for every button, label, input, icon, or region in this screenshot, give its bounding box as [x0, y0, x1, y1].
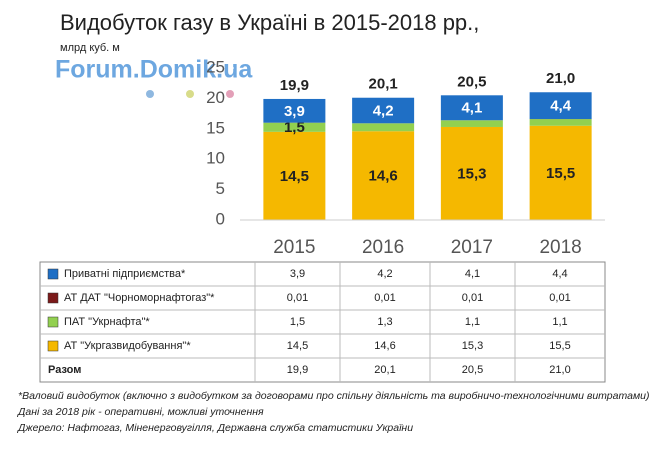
table-cell: 3,9 — [290, 268, 305, 280]
data-label: 15,3 — [457, 165, 486, 182]
table-cell: 15,5 — [549, 340, 570, 352]
chart-subtitle: млрд куб. м — [60, 42, 120, 54]
table-cell: 20,5 — [462, 364, 483, 376]
footnote: *Валовий видобуток (включно з видобутком… — [18, 390, 649, 402]
table-cell: 14,6 — [374, 340, 395, 352]
total-label: 21,0 — [546, 70, 575, 87]
table-cell: 19,9 — [287, 364, 308, 376]
bar-segment — [441, 120, 503, 127]
x-tick-label: 2015 — [273, 237, 315, 258]
table-cell: 0,01 — [287, 292, 308, 304]
x-tick-label: 2018 — [539, 237, 581, 258]
table-cell: 1,3 — [377, 316, 392, 328]
data-label: 4,1 — [461, 100, 482, 117]
legend-label: Приватні підприємства* — [64, 268, 186, 280]
table-cell: 0,01 — [549, 292, 570, 304]
table-total-label: Разом — [48, 364, 81, 376]
total-label: 19,9 — [280, 77, 309, 94]
total-label: 20,5 — [457, 73, 486, 90]
data-label: 14,5 — [280, 168, 309, 185]
bar-segment — [352, 123, 414, 131]
legend-swatch — [48, 293, 58, 303]
table-cell: 15,3 — [462, 340, 483, 352]
table-cell: 4,4 — [552, 268, 567, 280]
chart-title: Видобуток газу в Україні в 2015-2018 рр.… — [60, 10, 479, 35]
y-tick-label: 10 — [206, 149, 225, 168]
footnote: Джерело: Нафтогаз, Міненерговугілля, Дер… — [17, 422, 413, 434]
y-tick-label: 5 — [216, 179, 225, 198]
table-cell: 20,1 — [374, 364, 395, 376]
decor-dot — [226, 90, 234, 98]
table-cell: 1,1 — [552, 316, 567, 328]
data-label: 4,4 — [550, 98, 572, 115]
data-label: 4,2 — [373, 102, 394, 119]
table-cell: 14,5 — [287, 340, 308, 352]
data-label: 14,6 — [369, 168, 398, 185]
table-cell: 1,1 — [465, 316, 480, 328]
table-cell: 1,5 — [290, 316, 305, 328]
legend-label: ПАТ "Укрнафта"* — [64, 316, 150, 328]
decor-dot — [146, 90, 154, 98]
legend-swatch — [48, 269, 58, 279]
x-tick-label: 2017 — [451, 237, 493, 258]
legend-swatch — [48, 341, 58, 351]
y-tick-label: 0 — [216, 209, 225, 228]
data-label: 15,5 — [546, 165, 575, 182]
footnote: Дані за 2018 рік - оперативні, можливі у… — [17, 406, 264, 418]
x-tick-label: 2016 — [362, 237, 404, 258]
decor-dot — [186, 90, 194, 98]
table-cell: 4,1 — [465, 268, 480, 280]
data-label: 3,9 — [284, 103, 305, 120]
table-cell: 0,01 — [462, 292, 483, 304]
table-cell: 0,01 — [374, 292, 395, 304]
table-cell: 4,2 — [377, 268, 392, 280]
legend-label: АТ ДАТ "Чорноморнафтогаз"* — [64, 292, 215, 304]
y-tick-label: 15 — [206, 118, 225, 137]
y-tick-label: 20 — [206, 88, 225, 107]
y-tick-label: 25 — [206, 57, 225, 76]
legend-swatch — [48, 317, 58, 327]
total-label: 20,1 — [369, 76, 398, 93]
table-cell: 21,0 — [549, 364, 570, 376]
bar-segment — [530, 119, 592, 126]
legend-label: АТ "Укргазвидобування"* — [64, 340, 191, 352]
